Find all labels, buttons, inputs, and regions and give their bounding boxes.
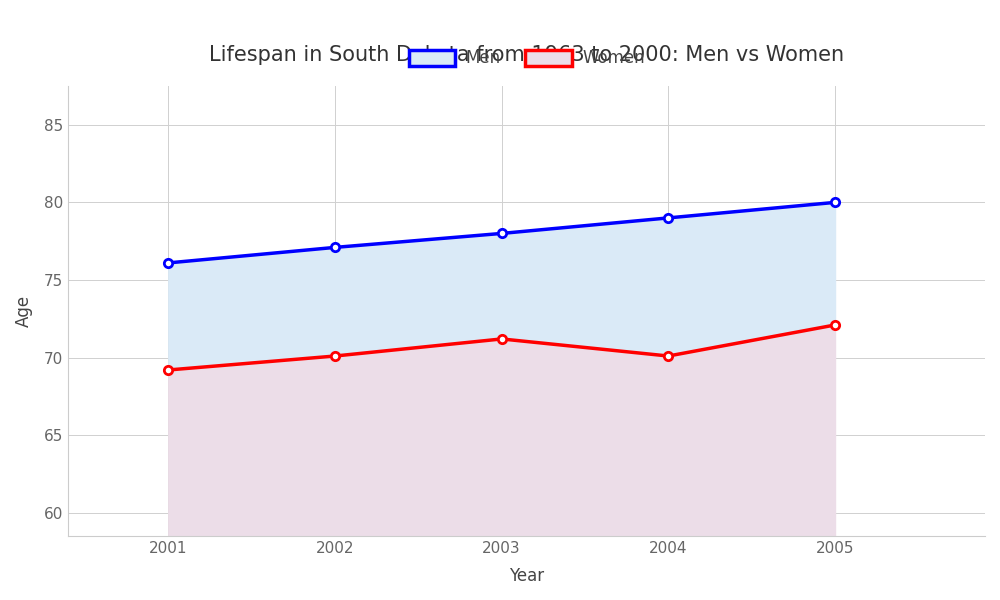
Title: Lifespan in South Dakota from 1963 to 2000: Men vs Women: Lifespan in South Dakota from 1963 to 20… <box>209 45 844 65</box>
Legend: Men, Women: Men, Women <box>409 49 645 67</box>
X-axis label: Year: Year <box>509 567 544 585</box>
Y-axis label: Age: Age <box>15 295 33 327</box>
